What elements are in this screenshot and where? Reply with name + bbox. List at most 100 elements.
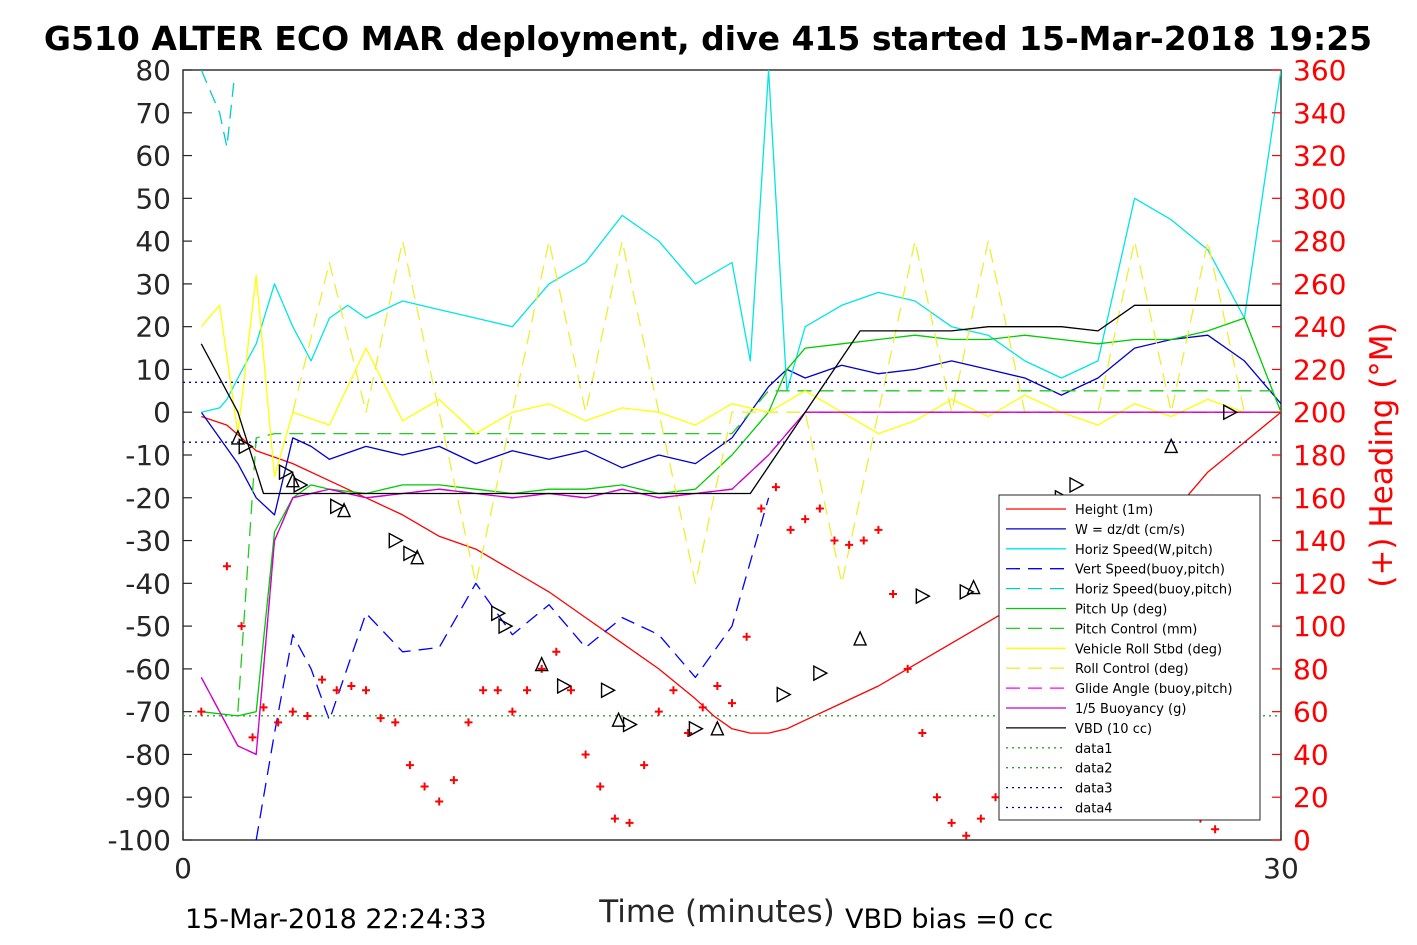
- heading-point: [684, 729, 693, 738]
- triangle-marker: [285, 471, 300, 488]
- left-tick-label: -20: [125, 482, 171, 515]
- x-tick-label: 30: [1263, 852, 1299, 885]
- heading-point: [259, 703, 268, 712]
- triangle-marker: [403, 545, 419, 562]
- legend-label: Horiz Speed(buoy,pitch): [1075, 583, 1232, 598]
- triangle-marker: [410, 548, 425, 565]
- heading-point: [523, 686, 532, 695]
- triangle-marker: [611, 711, 626, 727]
- heading-point: [889, 590, 898, 599]
- series-line-6: [237, 390, 1281, 712]
- heading-point: [932, 793, 941, 802]
- triangle-marker: [230, 429, 245, 445]
- heading-point: [654, 707, 663, 716]
- heading-point: [376, 714, 385, 723]
- x-axis-label: Time (minutes): [598, 894, 834, 930]
- heading-point: [479, 686, 488, 695]
- heading-point: [537, 664, 546, 673]
- footer-timestamp: 15-Mar-2018 22:24:33: [185, 904, 487, 935]
- x-tick-label: 0: [174, 852, 192, 885]
- legend-label: Horiz Speed(W,pitch): [1075, 543, 1213, 558]
- heading-point: [596, 782, 605, 791]
- left-tick-label: 60: [135, 140, 171, 173]
- heading-point: [845, 540, 854, 549]
- right-tick-label: 100: [1293, 610, 1346, 643]
- left-tick-label: 20: [135, 311, 171, 344]
- triangle-marker: [600, 682, 617, 699]
- right-tick-label: 320: [1293, 140, 1346, 173]
- heading-point: [874, 525, 883, 534]
- left-tick-label: 30: [135, 268, 171, 301]
- heading-point: [947, 818, 956, 827]
- right-tick-label: 360: [1293, 54, 1346, 87]
- heading-point: [464, 718, 473, 727]
- left-tick-label: -90: [125, 781, 171, 814]
- right-tick-label: 240: [1293, 311, 1346, 344]
- left-tick-label: 0: [153, 396, 171, 429]
- left-tick-label: 70: [135, 97, 171, 130]
- legend-label: Height (1m): [1075, 503, 1153, 518]
- left-tick-label: -30: [125, 525, 171, 558]
- triangle-marker: [491, 605, 507, 622]
- triangle-marker: [534, 655, 549, 672]
- triangle-marker: [336, 501, 352, 518]
- heading-point: [435, 797, 444, 806]
- triangle-marker: [330, 498, 346, 515]
- heading-point: [493, 686, 502, 695]
- series-line-10: [200, 411, 1281, 756]
- right-tick-label: 40: [1293, 738, 1329, 771]
- heading-point: [742, 632, 751, 641]
- left-tick-label: -40: [125, 567, 171, 600]
- legend-label: data4: [1075, 802, 1113, 817]
- left-tick-label: -10: [125, 439, 171, 472]
- heading-point: [197, 707, 206, 716]
- legend-label: data2: [1075, 762, 1113, 777]
- heading-point: [830, 536, 839, 545]
- heading-point: [274, 718, 283, 727]
- heading-point: [815, 504, 824, 513]
- left-tick-label: 50: [135, 182, 171, 215]
- heading-point: [420, 782, 429, 791]
- triangle-marker: [813, 664, 829, 682]
- heading-point: [248, 733, 257, 742]
- heading-point: [552, 647, 561, 656]
- right-tick-label: 300: [1293, 182, 1346, 215]
- right-axis-label: (+) Heading (°M): [1364, 322, 1400, 587]
- series-line-1: [200, 334, 1281, 516]
- series-line-11: [200, 304, 1281, 495]
- chart-title: G510 ALTER ECO MAR deployment, dive 415 …: [44, 19, 1372, 58]
- heading-point: [640, 761, 649, 770]
- series-layer: [183, 70, 1281, 840]
- legend-label: Vehicle Roll Stbd (deg): [1075, 642, 1222, 657]
- heading-point: [237, 622, 246, 631]
- series-line-5: [201, 317, 1281, 717]
- left-tick-label: -100: [107, 824, 171, 857]
- triangle-marker: [1223, 404, 1239, 421]
- footer-vbd-bias: VBD bias =0 cc: [845, 904, 1053, 935]
- triangle-marker: [776, 686, 792, 703]
- heading-point: [581, 750, 590, 759]
- right-tick-label: 340: [1293, 97, 1346, 130]
- right-tick-label: 280: [1293, 225, 1346, 258]
- heading-point: [303, 711, 312, 720]
- legend-label: data1: [1075, 742, 1113, 757]
- left-tick-label: -50: [125, 610, 171, 643]
- heading-point: [610, 814, 619, 823]
- legend-label: W = dz/dt (cm/s): [1075, 523, 1185, 538]
- heading-point: [801, 515, 810, 524]
- right-tick-label: 260: [1293, 268, 1346, 301]
- legend-label: Glide Angle (buoy,pitch): [1075, 682, 1233, 697]
- series-line-2: [201, 70, 1281, 413]
- heading-point: [508, 707, 517, 716]
- heading-point: [757, 504, 766, 513]
- right-tick-label: 160: [1293, 482, 1346, 515]
- left-axis: 80 70 60 50 40 30 20 10 0 -10 -20 -30 -40 -50 -60 -70 -8…: [107, 54, 192, 857]
- heading-point: [318, 675, 327, 684]
- left-tick-label: -60: [125, 653, 171, 686]
- triangle-marker: [622, 716, 638, 733]
- left-tick-label: -70: [125, 696, 171, 729]
- legend-label: VBD (10 cc): [1075, 722, 1152, 737]
- heading-point: [669, 686, 678, 695]
- right-tick-label: 120: [1293, 567, 1346, 600]
- triangle-marker: [388, 532, 404, 549]
